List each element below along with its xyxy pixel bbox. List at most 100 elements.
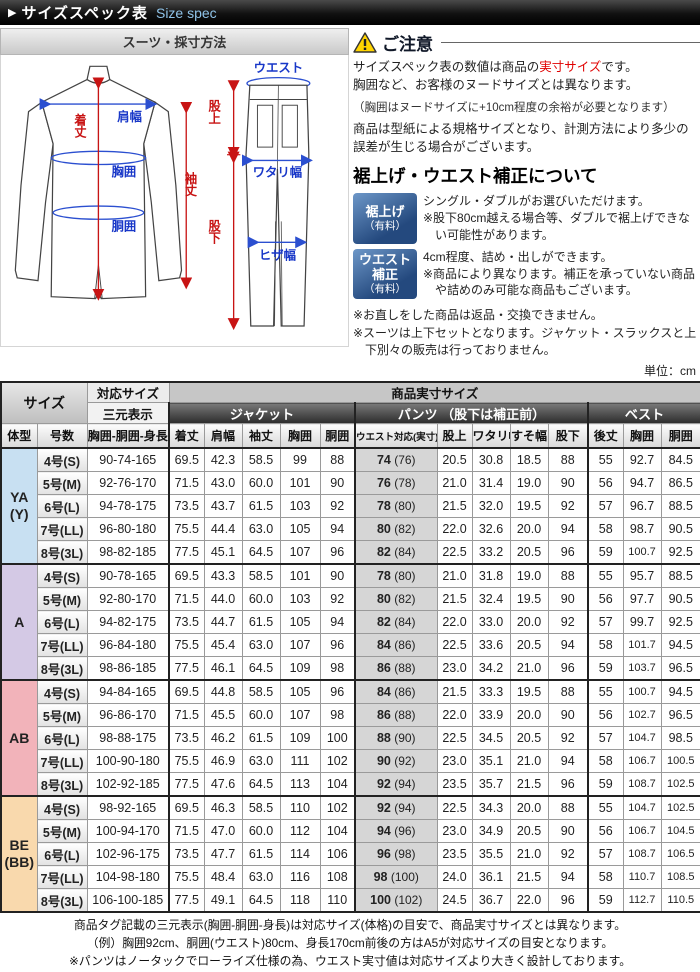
- jacket-value-cell: 61.5: [241, 494, 281, 519]
- waist-adjust-badge-fee: （有料）: [364, 282, 406, 295]
- hemming-badge: 裾上げ （有料）: [353, 193, 417, 244]
- jacket-value-cell: 61.5: [241, 610, 281, 635]
- vest-value-cell: 57: [587, 726, 624, 751]
- jacket-value-cell: 104: [319, 819, 356, 844]
- body-type-cell: A: [0, 563, 38, 681]
- jacket-value-cell: 92: [319, 494, 356, 519]
- pants-value-cell: 31.8: [471, 563, 511, 589]
- jacket-value-cell: 45.1: [203, 540, 243, 565]
- vest-value-cell: 59: [587, 888, 624, 913]
- pants-value-cell: 33.0: [471, 610, 511, 635]
- th-three-size: 三元表示: [86, 402, 170, 425]
- pants-value-cell: 22.5: [436, 726, 473, 751]
- vest-value-cell: 92.7: [622, 447, 662, 473]
- size-number-cell: 4号(S): [36, 447, 88, 473]
- jacket-value-cell: 63.0: [241, 517, 281, 542]
- size-number-cell: 6号(L): [36, 842, 88, 867]
- warning-icon: [353, 32, 377, 53]
- jacket-value-cell: 96: [319, 633, 356, 658]
- vest-value-cell: 99.7: [622, 610, 662, 635]
- pants-value-cell: 88: [547, 679, 589, 705]
- pants-value-cell: 36.7: [471, 888, 511, 913]
- th-col-2: 胸囲-胴囲-身長: [86, 423, 170, 449]
- pants-value-cell: 23.0: [436, 819, 473, 844]
- table-row: YA (Y) 4号(S) 90-74-165 69.5 42.3 58.5 99 88 74 (7…: [0, 447, 700, 565]
- jacket-value-cell: 96: [319, 679, 356, 705]
- pants-value-cell: 94: [547, 865, 589, 890]
- three-size-cell: 92-80-170: [86, 587, 170, 612]
- vest-value-cell: 59: [587, 540, 624, 565]
- jacket-value-cell: 77.5: [168, 772, 205, 797]
- size-number-cell: 5号(M): [36, 819, 88, 844]
- jacket-value-cell: 111: [279, 749, 321, 774]
- pants-value-cell: 34.9: [471, 819, 511, 844]
- size-number-cell: 6号(L): [36, 610, 88, 635]
- jacket-value-cell: 75.5: [168, 633, 205, 658]
- pants-waist-cell: 78 (80): [354, 563, 438, 589]
- pants-value-cell: 22.0: [436, 703, 473, 728]
- body-type-cell: YA (Y): [0, 447, 38, 565]
- pants-waist-cell: 74 (76): [354, 447, 438, 473]
- size-number-cell: 6号(L): [36, 726, 88, 751]
- label-jacket-waist: 胴囲: [112, 219, 137, 234]
- jacket-value-cell: 114: [279, 842, 321, 867]
- size-number-cell: 8号(3L): [36, 772, 88, 797]
- vest-value-cell: 102.7: [622, 703, 662, 728]
- jacket-value-cell: 64.5: [241, 656, 281, 681]
- vest-value-cell: 98.5: [660, 726, 700, 751]
- table-row: 5号(M) 96-86-170 71.5 45.5 60.0 107 98 86 (88) 22…: [1, 703, 700, 728]
- vest-value-cell: 90.5: [660, 587, 700, 612]
- vest-value-cell: 86.5: [660, 471, 700, 496]
- pants-waist-cell: 82 (84): [354, 540, 438, 565]
- vest-value-cell: 55: [587, 679, 624, 705]
- vest-value-cell: 102.5: [660, 772, 700, 797]
- size-number-cell: 5号(M): [36, 703, 88, 728]
- jacket-value-cell: 77.5: [168, 888, 205, 913]
- waist-adjust-item: ウエスト補正 （有料） 4cm程度、詰め・出しができます。 ※商品により異なりま…: [353, 248, 700, 300]
- vest-value-cell: 108.7: [622, 842, 662, 867]
- pants-value-cell: 35.5: [471, 842, 511, 867]
- size-number-cell: 4号(S): [36, 795, 88, 821]
- table-row: 5号(M) 100-94-170 71.5 47.0 60.0 112 104 94 (96)…: [1, 819, 700, 844]
- table-row: 7号(LL) 96-80-180 75.5 44.4 63.0 105 94 80 (82) 2…: [1, 517, 700, 542]
- waist-adjust-badge: ウエスト補正 （有料）: [353, 248, 417, 300]
- three-size-cell: 90-74-165: [86, 447, 170, 473]
- vest-value-cell: 94.5: [660, 633, 700, 658]
- waist-adjust-badge-label: ウエスト補正: [358, 251, 411, 282]
- pants-value-cell: 20.0: [509, 610, 549, 635]
- page-title: サイズスペック表: [21, 5, 148, 22]
- jacket-value-cell: 109: [279, 656, 321, 681]
- jacket-value-cell: 90: [319, 471, 356, 496]
- body-type-cell: BE (BB): [0, 795, 38, 913]
- pants-value-cell: 96: [547, 888, 589, 913]
- pants-value-cell: 92: [547, 610, 589, 635]
- vest-value-cell: 100.7: [622, 679, 662, 705]
- vest-value-cell: 96.5: [660, 656, 700, 681]
- vest-value-cell: 104.5: [660, 819, 700, 844]
- vest-value-cell: 92.5: [660, 610, 700, 635]
- jacket-value-cell: 98: [319, 656, 356, 681]
- th-corresponding-size: 対応サイズ: [86, 381, 170, 404]
- vest-value-cell: 103.7: [622, 656, 662, 681]
- jacket-value-cell: 69.5: [168, 795, 205, 821]
- jacket-value-cell: 60.0: [241, 587, 281, 612]
- pants-value-cell: 90: [547, 819, 589, 844]
- pants-value-cell: 21.5: [509, 865, 549, 890]
- size-number-cell: 8号(3L): [36, 888, 88, 913]
- jacket-value-cell: 77.5: [168, 540, 205, 565]
- vest-value-cell: 59: [587, 656, 624, 681]
- pants-value-cell: 34.3: [471, 795, 511, 821]
- th-col-6: 胸囲: [279, 423, 321, 449]
- diagram-box: 肩幅 着丈 胸囲 胴囲 袖丈: [0, 55, 349, 347]
- pants-value-cell: 90: [547, 703, 589, 728]
- pants-value-cell: 34.2: [471, 656, 511, 681]
- jacket-value-cell: 102: [319, 795, 356, 821]
- pants-value-cell: 94: [547, 633, 589, 658]
- vest-value-cell: 110.5: [660, 888, 700, 913]
- jacket-value-cell: 58.5: [241, 563, 281, 589]
- jacket-value-cell: 46.1: [203, 656, 243, 681]
- table-row: BE (BB) 4号(S) 98-92-165 69.5 46.3 58.5 110 102 92…: [0, 795, 700, 913]
- three-size-cell: 94-82-175: [86, 610, 170, 635]
- three-size-cell: 90-78-165: [86, 563, 170, 589]
- jacket-value-cell: 103: [279, 587, 321, 612]
